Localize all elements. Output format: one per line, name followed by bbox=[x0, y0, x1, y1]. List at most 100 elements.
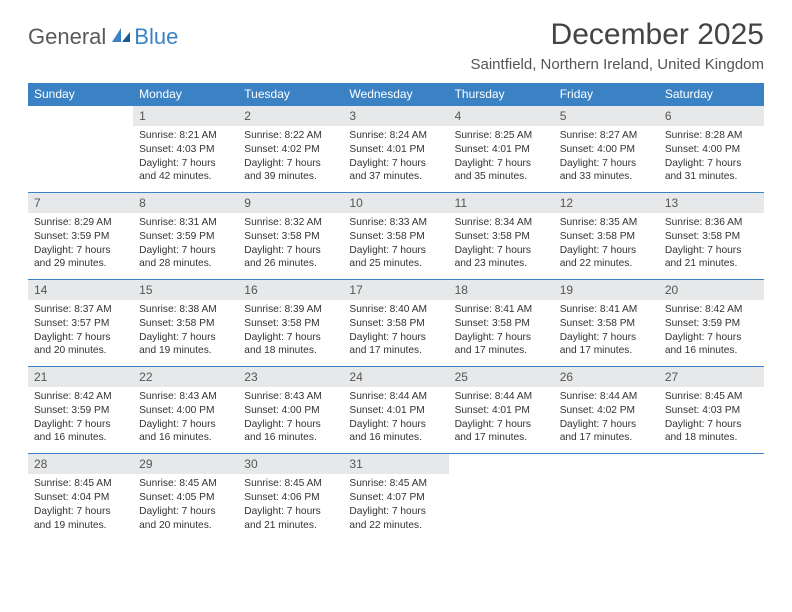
calendar-day-cell: 14Sunrise: 8:37 AMSunset: 3:57 PMDayligh… bbox=[28, 280, 133, 367]
day-number: 5 bbox=[554, 106, 659, 126]
day-body: Sunrise: 8:45 AMSunset: 4:03 PMDaylight:… bbox=[659, 387, 764, 453]
calendar-day-cell: 15Sunrise: 8:38 AMSunset: 3:58 PMDayligh… bbox=[133, 280, 238, 367]
day-body: Sunrise: 8:24 AMSunset: 4:01 PMDaylight:… bbox=[343, 126, 448, 192]
calendar-day-cell: 30Sunrise: 8:45 AMSunset: 4:06 PMDayligh… bbox=[238, 454, 343, 541]
day-number: 14 bbox=[28, 280, 133, 300]
day-body: Sunrise: 8:37 AMSunset: 3:57 PMDaylight:… bbox=[28, 300, 133, 366]
calendar-day-cell: 4Sunrise: 8:25 AMSunset: 4:01 PMDaylight… bbox=[449, 106, 554, 193]
day-body: Sunrise: 8:21 AMSunset: 4:03 PMDaylight:… bbox=[133, 126, 238, 192]
day-body: Sunrise: 8:32 AMSunset: 3:58 PMDaylight:… bbox=[238, 213, 343, 279]
calendar-day-cell: 18Sunrise: 8:41 AMSunset: 3:58 PMDayligh… bbox=[449, 280, 554, 367]
day-number: 4 bbox=[449, 106, 554, 126]
weekday-header: Monday bbox=[133, 83, 238, 106]
day-body: Sunrise: 8:44 AMSunset: 4:01 PMDaylight:… bbox=[449, 387, 554, 453]
day-body: Sunrise: 8:38 AMSunset: 3:58 PMDaylight:… bbox=[133, 300, 238, 366]
day-number: 17 bbox=[343, 280, 448, 300]
calendar-week-row: 14Sunrise: 8:37 AMSunset: 3:57 PMDayligh… bbox=[28, 280, 764, 367]
calendar-day-cell: 16Sunrise: 8:39 AMSunset: 3:58 PMDayligh… bbox=[238, 280, 343, 367]
day-body: Sunrise: 8:40 AMSunset: 3:58 PMDaylight:… bbox=[343, 300, 448, 366]
day-number: 29 bbox=[133, 454, 238, 474]
day-number: 25 bbox=[449, 367, 554, 387]
day-number: 24 bbox=[343, 367, 448, 387]
calendar-day-cell: 2Sunrise: 8:22 AMSunset: 4:02 PMDaylight… bbox=[238, 106, 343, 193]
day-body: Sunrise: 8:29 AMSunset: 3:59 PMDaylight:… bbox=[28, 213, 133, 279]
calendar-day-cell: 19Sunrise: 8:41 AMSunset: 3:58 PMDayligh… bbox=[554, 280, 659, 367]
day-body: Sunrise: 8:28 AMSunset: 4:00 PMDaylight:… bbox=[659, 126, 764, 192]
day-body: Sunrise: 8:42 AMSunset: 3:59 PMDaylight:… bbox=[28, 387, 133, 453]
calendar-day-cell: 21Sunrise: 8:42 AMSunset: 3:59 PMDayligh… bbox=[28, 367, 133, 454]
calendar-day-cell: 5Sunrise: 8:27 AMSunset: 4:00 PMDaylight… bbox=[554, 106, 659, 193]
calendar-day-cell: 17Sunrise: 8:40 AMSunset: 3:58 PMDayligh… bbox=[343, 280, 448, 367]
weekday-header: Saturday bbox=[659, 83, 764, 106]
weekday-header-row: SundayMondayTuesdayWednesdayThursdayFrid… bbox=[28, 83, 764, 106]
calendar-day-cell bbox=[659, 454, 764, 541]
calendar-week-row: 1Sunrise: 8:21 AMSunset: 4:03 PMDaylight… bbox=[28, 106, 764, 193]
location-subtitle: Saintfield, Northern Ireland, United Kin… bbox=[471, 56, 765, 73]
day-body: Sunrise: 8:36 AMSunset: 3:58 PMDaylight:… bbox=[659, 213, 764, 279]
day-body: Sunrise: 8:45 AMSunset: 4:07 PMDaylight:… bbox=[343, 474, 448, 540]
day-number: 26 bbox=[554, 367, 659, 387]
day-body: Sunrise: 8:39 AMSunset: 3:58 PMDaylight:… bbox=[238, 300, 343, 366]
logo-word-general: General bbox=[28, 24, 106, 50]
logo: General Blue bbox=[28, 18, 178, 50]
calendar-day-cell: 13Sunrise: 8:36 AMSunset: 3:58 PMDayligh… bbox=[659, 193, 764, 280]
calendar-day-cell: 10Sunrise: 8:33 AMSunset: 3:58 PMDayligh… bbox=[343, 193, 448, 280]
logo-sail-icon bbox=[110, 26, 132, 49]
day-body: Sunrise: 8:25 AMSunset: 4:01 PMDaylight:… bbox=[449, 126, 554, 192]
logo-word-blue: Blue bbox=[134, 24, 178, 50]
day-number: 3 bbox=[343, 106, 448, 126]
day-number: 9 bbox=[238, 193, 343, 213]
day-number: 7 bbox=[28, 193, 133, 213]
calendar-day-cell: 27Sunrise: 8:45 AMSunset: 4:03 PMDayligh… bbox=[659, 367, 764, 454]
day-number: 6 bbox=[659, 106, 764, 126]
day-number: 28 bbox=[28, 454, 133, 474]
day-number: 20 bbox=[659, 280, 764, 300]
calendar-day-cell: 1Sunrise: 8:21 AMSunset: 4:03 PMDaylight… bbox=[133, 106, 238, 193]
day-number: 12 bbox=[554, 193, 659, 213]
day-number: 30 bbox=[238, 454, 343, 474]
calendar-day-cell: 20Sunrise: 8:42 AMSunset: 3:59 PMDayligh… bbox=[659, 280, 764, 367]
weekday-header: Sunday bbox=[28, 83, 133, 106]
calendar-week-row: 7Sunrise: 8:29 AMSunset: 3:59 PMDaylight… bbox=[28, 193, 764, 280]
calendar-week-row: 28Sunrise: 8:45 AMSunset: 4:04 PMDayligh… bbox=[28, 454, 764, 541]
day-body: Sunrise: 8:45 AMSunset: 4:06 PMDaylight:… bbox=[238, 474, 343, 540]
day-body: Sunrise: 8:22 AMSunset: 4:02 PMDaylight:… bbox=[238, 126, 343, 192]
calendar-week-row: 21Sunrise: 8:42 AMSunset: 3:59 PMDayligh… bbox=[28, 367, 764, 454]
calendar-day-cell: 24Sunrise: 8:44 AMSunset: 4:01 PMDayligh… bbox=[343, 367, 448, 454]
day-body: Sunrise: 8:43 AMSunset: 4:00 PMDaylight:… bbox=[133, 387, 238, 453]
day-body: Sunrise: 8:43 AMSunset: 4:00 PMDaylight:… bbox=[238, 387, 343, 453]
day-body: Sunrise: 8:27 AMSunset: 4:00 PMDaylight:… bbox=[554, 126, 659, 192]
day-number: 18 bbox=[449, 280, 554, 300]
weekday-header: Wednesday bbox=[343, 83, 448, 106]
title-block: December 2025 Saintfield, Northern Irela… bbox=[471, 18, 765, 73]
day-number: 11 bbox=[449, 193, 554, 213]
day-number: 10 bbox=[343, 193, 448, 213]
day-number: 31 bbox=[343, 454, 448, 474]
calendar-day-cell: 12Sunrise: 8:35 AMSunset: 3:58 PMDayligh… bbox=[554, 193, 659, 280]
day-number: 27 bbox=[659, 367, 764, 387]
day-number: 2 bbox=[238, 106, 343, 126]
day-body: Sunrise: 8:44 AMSunset: 4:02 PMDaylight:… bbox=[554, 387, 659, 453]
calendar-day-cell: 25Sunrise: 8:44 AMSunset: 4:01 PMDayligh… bbox=[449, 367, 554, 454]
calendar-day-cell: 29Sunrise: 8:45 AMSunset: 4:05 PMDayligh… bbox=[133, 454, 238, 541]
day-number: 23 bbox=[238, 367, 343, 387]
day-body: Sunrise: 8:42 AMSunset: 3:59 PMDaylight:… bbox=[659, 300, 764, 366]
calendar-day-cell: 9Sunrise: 8:32 AMSunset: 3:58 PMDaylight… bbox=[238, 193, 343, 280]
day-body: Sunrise: 8:35 AMSunset: 3:58 PMDaylight:… bbox=[554, 213, 659, 279]
calendar-table: SundayMondayTuesdayWednesdayThursdayFrid… bbox=[28, 83, 764, 540]
calendar-day-cell: 26Sunrise: 8:44 AMSunset: 4:02 PMDayligh… bbox=[554, 367, 659, 454]
day-number: 16 bbox=[238, 280, 343, 300]
day-number: 19 bbox=[554, 280, 659, 300]
weekday-header: Tuesday bbox=[238, 83, 343, 106]
calendar-day-cell bbox=[28, 106, 133, 193]
calendar-day-cell: 28Sunrise: 8:45 AMSunset: 4:04 PMDayligh… bbox=[28, 454, 133, 541]
calendar-day-cell: 11Sunrise: 8:34 AMSunset: 3:58 PMDayligh… bbox=[449, 193, 554, 280]
calendar-day-cell bbox=[554, 454, 659, 541]
calendar-day-cell: 31Sunrise: 8:45 AMSunset: 4:07 PMDayligh… bbox=[343, 454, 448, 541]
day-number: 22 bbox=[133, 367, 238, 387]
day-body: Sunrise: 8:44 AMSunset: 4:01 PMDaylight:… bbox=[343, 387, 448, 453]
day-number: 13 bbox=[659, 193, 764, 213]
calendar-day-cell: 7Sunrise: 8:29 AMSunset: 3:59 PMDaylight… bbox=[28, 193, 133, 280]
day-number: 15 bbox=[133, 280, 238, 300]
calendar-day-cell bbox=[449, 454, 554, 541]
